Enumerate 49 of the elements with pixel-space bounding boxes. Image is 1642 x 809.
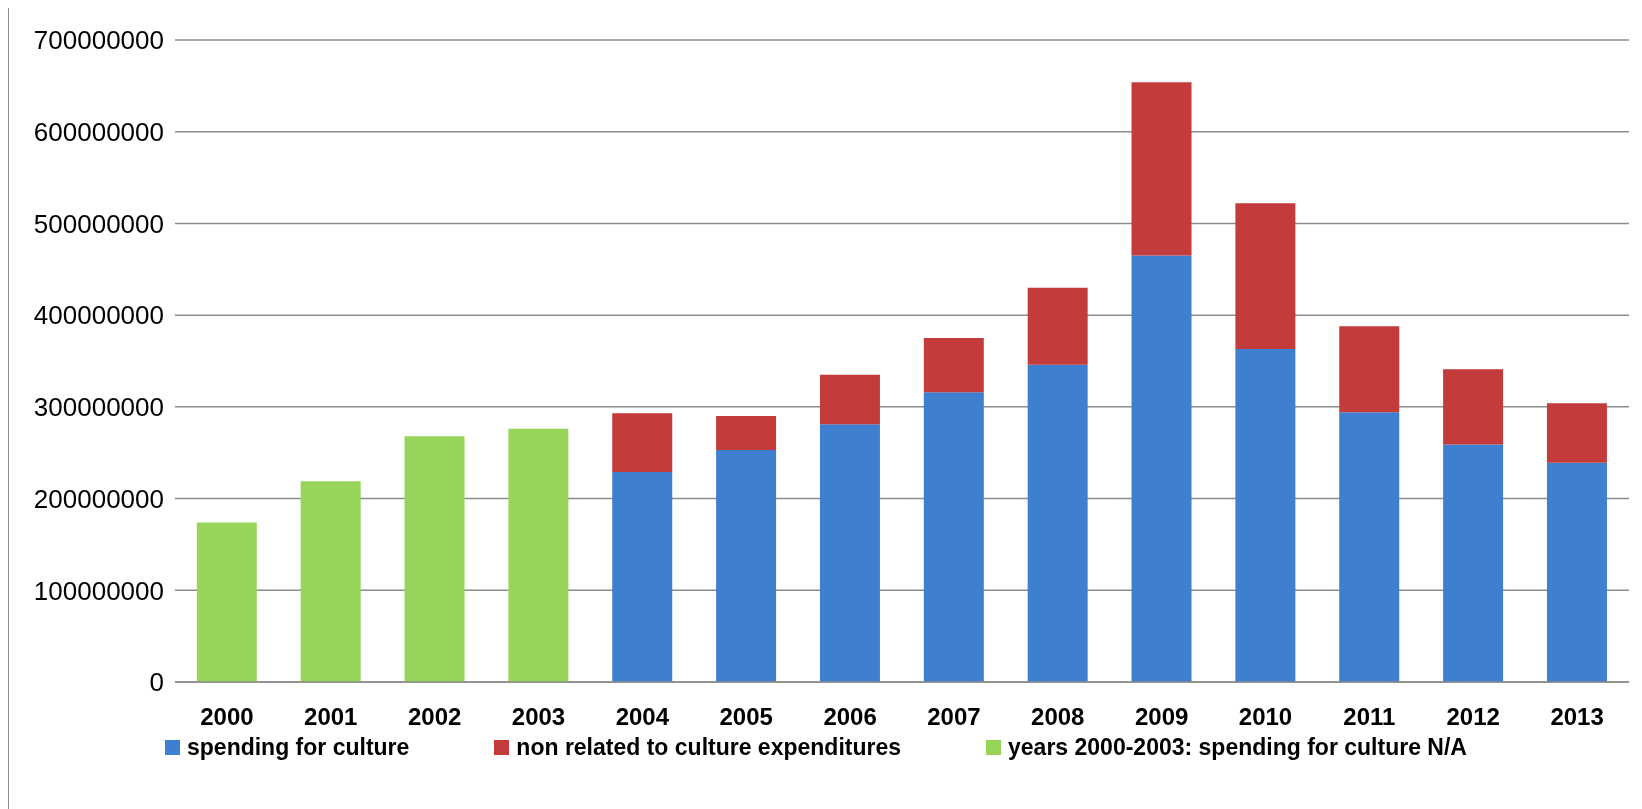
bar [1131,255,1192,682]
y-tick-label: 200000000 [33,483,164,514]
bar [923,338,984,393]
x-tick-label: 2005 [719,703,773,731]
bar [923,392,984,682]
bar [300,481,361,682]
bar [1235,349,1296,682]
legend-label: years 2000-2003: spending for culture N/A [1008,733,1467,761]
bar [1546,462,1607,682]
x-tick-label: 2007 [927,703,981,731]
y-tick-label: 100000000 [33,575,164,606]
bar [196,522,257,682]
bar [1235,203,1296,350]
x-tick-label: 2008 [1031,703,1085,731]
y-tick-label: 400000000 [33,300,164,331]
x-tick-label: 2000 [200,703,254,731]
bar [716,416,777,450]
bar [716,449,777,682]
bar [1131,82,1192,256]
bar [1546,403,1607,463]
legend-label: non related to culture expenditures [516,733,902,761]
y-tick-label: 300000000 [33,392,164,423]
x-tick-label: 2006 [823,703,877,731]
bar [1339,412,1400,682]
x-tick-label: 2003 [511,703,566,731]
y-tick-label: 700000000 [33,25,164,56]
bar [1339,326,1400,413]
x-tick-label: 2010 [1238,703,1293,731]
bar [508,428,569,682]
bar [1027,287,1088,365]
x-tick-label: 2004 [615,703,670,731]
bar [819,424,880,682]
bar [1027,364,1088,682]
bar [819,374,880,425]
y-tick-label: 600000000 [33,116,164,147]
y-tick-label: 0 [149,667,164,698]
x-tick-label: 2001 [304,703,358,731]
bar [404,436,465,682]
legend-label: spending for culture [187,733,410,761]
bar [1443,444,1504,682]
x-tick-label: 2002 [407,703,462,731]
x-tick-label: 2013 [1550,703,1604,731]
x-tick-label: 2011 [1343,703,1396,731]
bar [612,471,673,682]
y-tick-label: 500000000 [33,208,164,239]
bar [612,413,673,472]
x-tick-label: 2012 [1446,703,1500,731]
bar [1443,369,1504,445]
x-tick-label: 2009 [1134,703,1189,731]
